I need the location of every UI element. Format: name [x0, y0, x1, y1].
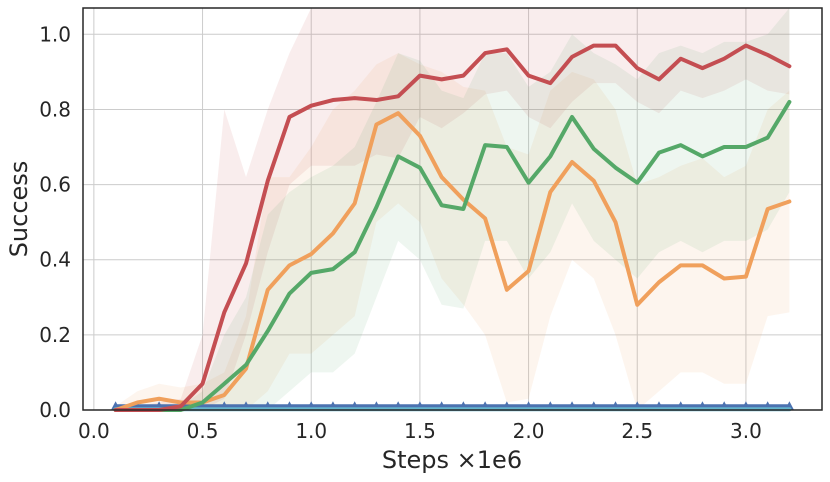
- x-tick-label: 1.0: [295, 419, 327, 443]
- y-axis-label: Success: [5, 161, 33, 258]
- x-axis-label: Steps ×1e6: [382, 446, 522, 474]
- x-tick-label: 2.0: [513, 419, 545, 443]
- y-tick-label: 0.2: [39, 323, 71, 347]
- x-tick-label: 0.5: [187, 419, 219, 443]
- x-tick-label: 0.0: [78, 419, 110, 443]
- y-tick-label: 0.6: [39, 173, 71, 197]
- x-tick-label: 1.5: [404, 419, 436, 443]
- x-tick-labels: 0.0 0.5 1.0 1.5 2.0 2.5 3.0: [78, 419, 762, 443]
- y-tick-label: 0.8: [39, 97, 71, 121]
- y-tick-labels: 0.0 0.2 0.4 0.6 0.8 1.0: [39, 22, 71, 422]
- series-2-band: [115, 53, 790, 411]
- series-1-line: [113, 43, 792, 412]
- series-3-line: [113, 99, 792, 412]
- x-tick-label: 2.5: [621, 419, 653, 443]
- series-1-band: [115, 8, 790, 410]
- series-lines: [111, 43, 794, 412]
- x-tick-label: 3.0: [730, 419, 762, 443]
- plot-frame: [82, 7, 823, 411]
- y-tick-label: 0.0: [39, 398, 71, 422]
- y-tick-label: 0.4: [39, 248, 71, 272]
- y-tick-label: 1.0: [39, 22, 71, 46]
- series-2-line: [113, 111, 792, 412]
